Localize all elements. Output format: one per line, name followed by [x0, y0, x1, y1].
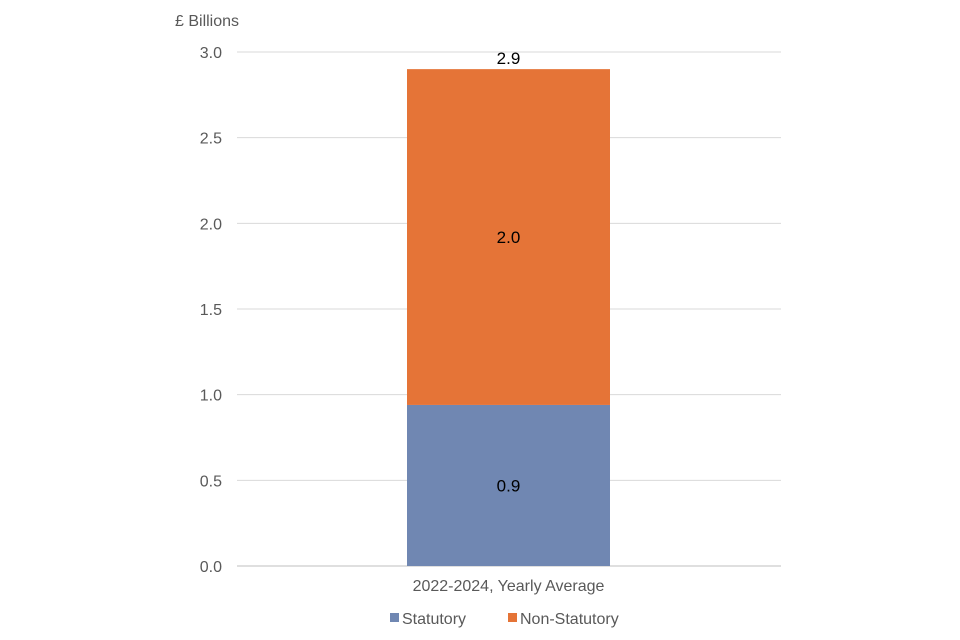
- y-axis-ticks: 0.0 0.5 1.0 1.5 2.0 2.5 3.0: [200, 45, 222, 576]
- y-tick-label: 1.5: [200, 302, 222, 319]
- y-tick-label: 2.5: [200, 131, 222, 148]
- data-label-statutory: 0.9: [497, 476, 521, 495]
- y-tick-label: 2.0: [200, 216, 222, 233]
- legend-label-statutory: Statutory: [402, 611, 466, 628]
- legend-label-non-statutory: Non-Statutory: [520, 611, 619, 628]
- x-category-label: 2022-2024, Yearly Average: [413, 578, 605, 595]
- legend-swatch-non-statutory: [508, 613, 517, 622]
- y-tick-label: 3.0: [200, 45, 222, 62]
- bar-segment-statutory: [407, 404, 610, 566]
- bar-segment-non-statutory: [407, 69, 610, 405]
- legend: Statutory Non-Statutory: [390, 611, 619, 628]
- y-axis-label: £ Billions: [175, 13, 239, 30]
- bar-segments: [407, 69, 610, 566]
- data-label-non-statutory: 2.0: [497, 228, 521, 247]
- y-tick-label: 1.0: [200, 388, 222, 405]
- data-label-total: 2.9: [497, 49, 521, 68]
- y-tick-label: 0.5: [200, 473, 222, 490]
- y-tick-label: 0.0: [200, 559, 222, 576]
- legend-swatch-statutory: [390, 613, 399, 622]
- x-axis-categories: 2022-2024, Yearly Average: [413, 578, 605, 595]
- data-labels: 0.9 2.0 2.9: [497, 49, 521, 495]
